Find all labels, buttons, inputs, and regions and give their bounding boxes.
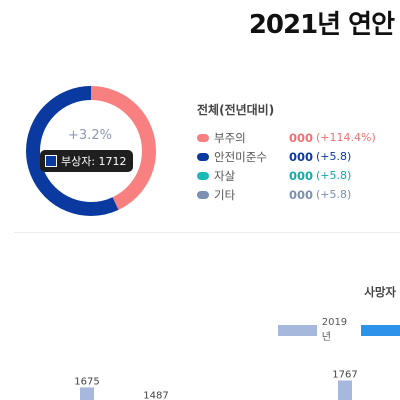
legend-item-name: 자살 [214,168,236,183]
donut-tooltip: 부상자: 1712 [40,150,133,172]
legend-dot [197,133,209,142]
page-title: 2021년 연안 [248,10,395,40]
legend-item-careless[interactable]: 부주의 000 (+114.4%) [197,128,376,147]
legend-item-change: (+5.8) [316,188,352,201]
legend-item-name: 부주의 [214,130,246,145]
casualties-bar-chart: 1675 1487 1767 [74,369,358,400]
legend-item-value: 000 [289,130,314,145]
legend-item-value: 000 [289,168,314,183]
bar-2[interactable] [338,380,352,400]
legend-item-suicide[interactable]: 자살 000 (+5.8) [197,166,376,185]
legend-dot [197,171,209,180]
bar-legend-label-2019: 2019년 [321,317,348,343]
donut-chart [26,86,156,216]
bar-label-1: 1487 [143,390,168,400]
legend-item-other[interactable]: 기타 000 (+5.8) [197,185,376,204]
legend-title: 전체(전년대비) [197,103,275,117]
tooltip-swatch [45,155,57,167]
bar-legend: 2019년 [278,317,400,343]
section-divider [14,232,400,233]
legend-item-name: 안전미준수 [214,149,267,164]
bar-0[interactable] [80,387,94,400]
legend-item-value: 000 [289,149,314,164]
legend-item-value: 000 [289,187,314,202]
legend-item-safety[interactable]: 안전미준수 000 (+5.8) [197,147,376,166]
donut-center-percent: +3.2% [68,128,112,143]
legend-item-name: 기타 [214,187,236,202]
tooltip-text: 부상자: 1712 [61,155,127,168]
legend-dot [197,190,209,199]
donut-slice-1[interactable] [26,86,156,216]
legend: 부주의 000 (+114.4%) 안전미준수 000 (+5.8) 자살 00… [197,128,376,204]
bar-label-0: 1675 [74,376,99,387]
legend-item-change: (+114.4%) [316,131,376,144]
casualties-title: 사망자 [364,285,396,299]
legend-item-change: (+5.8) [316,150,352,163]
bar-legend-swatch-next [361,324,400,336]
legend-dot [197,152,209,161]
bar-label-2: 1767 [332,369,357,380]
legend-item-change: (+5.8) [316,169,352,182]
bar-legend-swatch-2019 [278,324,317,336]
